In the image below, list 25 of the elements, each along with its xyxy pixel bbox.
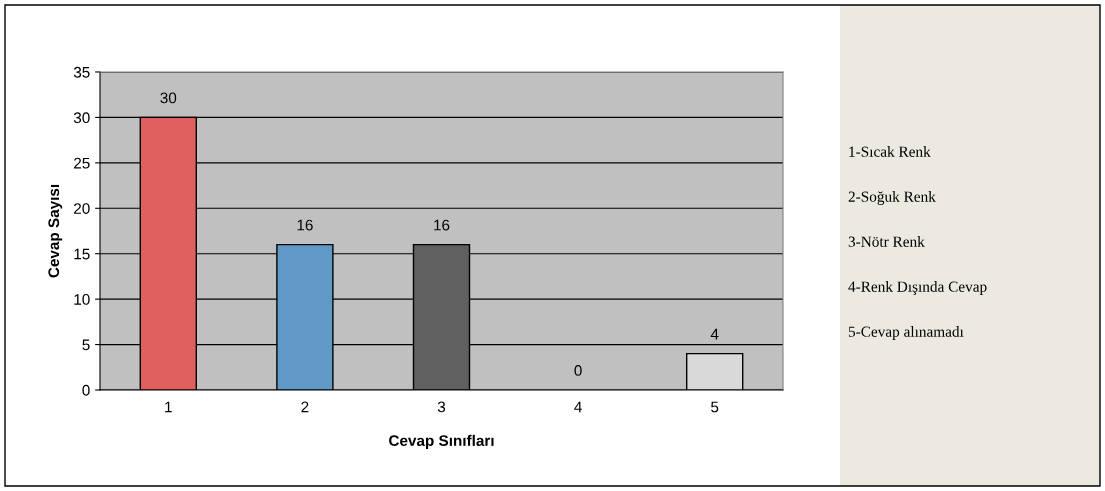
x-tick-label: 1: [165, 401, 172, 413]
data-label: 30: [160, 92, 177, 104]
x-tick-label: 2: [301, 401, 309, 413]
data-label: 16: [434, 219, 450, 231]
data-label: 16: [297, 219, 313, 231]
text: 3-Nötr Renk: [848, 236, 925, 247]
x-tick-label: 3: [437, 401, 446, 413]
text: 1-Sıcak Renk: [849, 146, 931, 157]
x-axis-title: Cevap Sınıfları: [389, 434, 494, 450]
y-tick-label: 25: [74, 157, 90, 169]
y-tick-label: 15: [74, 248, 90, 260]
x-tick-label: 4: [574, 401, 582, 413]
x-tick-label: 5: [711, 401, 719, 413]
y-axis-title: Cevap Sayısı: [48, 184, 63, 278]
y-tick-label: 20: [74, 203, 90, 214]
y-tick-label: 30: [73, 112, 90, 124]
text: 5-Cevap alınamadı: [848, 326, 964, 340]
y-tick-label: 5: [82, 339, 90, 351]
y-tick-label: 10: [74, 294, 90, 305]
data-label: 0: [574, 365, 582, 376]
data-label: 4: [710, 328, 719, 340]
y-tick-label: 35: [73, 66, 90, 78]
text: 2-Soğuk Renk: [848, 191, 936, 205]
y-tick-label: 0: [82, 384, 90, 396]
text: 4-Renk Dışında Cevap: [848, 281, 987, 295]
